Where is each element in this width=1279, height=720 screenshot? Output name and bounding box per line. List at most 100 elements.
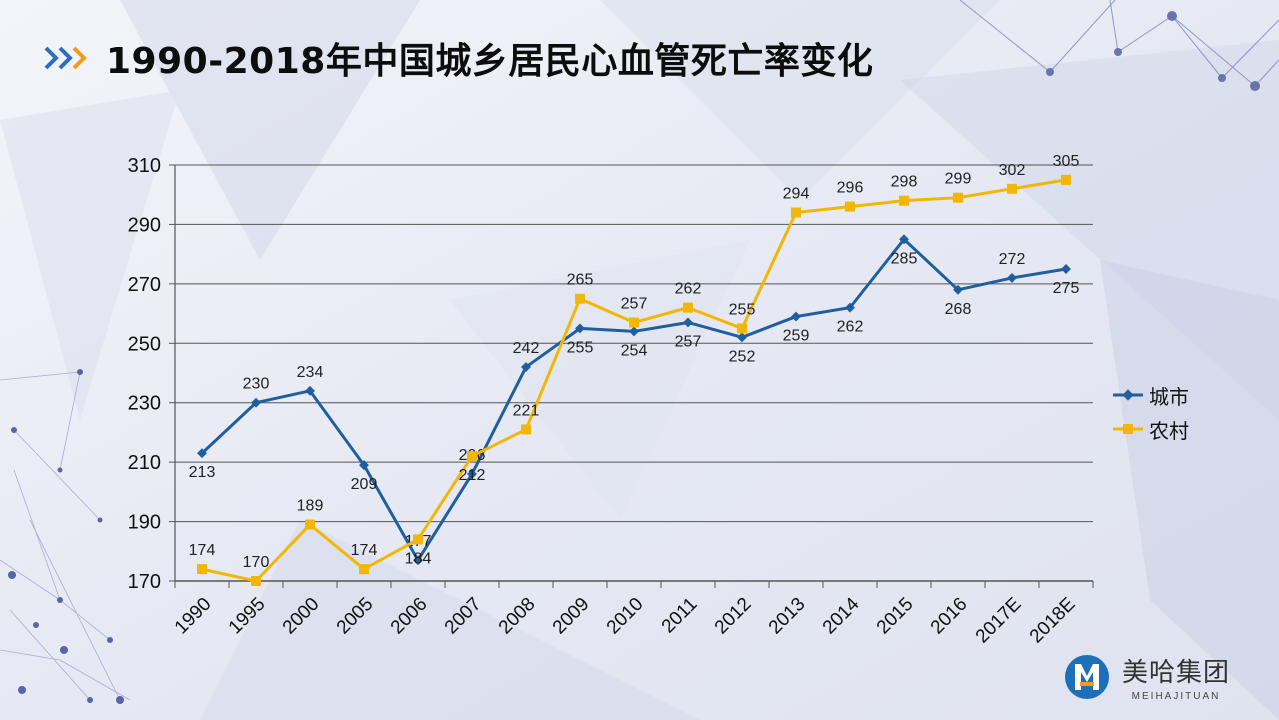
data-point-rural [629,317,639,328]
data-point-urban [305,385,315,396]
legend-swatch-urban [1113,389,1143,401]
x-tick-label: 2000 [279,594,324,639]
data-label-urban: 255 [567,339,594,356]
data-point-urban [359,460,369,471]
data-label-urban: 230 [243,376,270,393]
y-tick-label: 190 [128,512,161,534]
data-point-rural [1007,183,1017,194]
brand-text: 美哈集团 MEIHAJITUAN [1122,652,1230,702]
data-label-urban: 259 [783,328,810,345]
chevron-right-icon [44,46,87,70]
title-bar: 1990-2018年中国城乡居民心血管死亡率变化 [44,28,873,88]
brand-subtitle: MEIHAJITUAN [1131,691,1221,702]
network-nodes-bottom-left [8,369,124,704]
data-label-rural: 184 [405,550,432,567]
network-decoration-bottom-left [0,371,131,701]
data-label-rural: 255 [729,301,756,318]
legend-label-urban: 城市 [1149,384,1189,409]
y-tick-label: 230 [128,393,161,415]
data-point-rural [467,451,477,462]
data-point-rural [197,564,207,575]
x-tick-label: 2008 [495,594,540,639]
data-label-rural: 302 [999,162,1026,179]
x-tick-label: 2014 [819,593,864,638]
x-tick-label: 2010 [603,594,648,639]
x-tick-label: 2017E [972,594,1026,648]
x-tick-label: 1990 [171,594,216,639]
data-label-urban: 252 [729,348,756,365]
y-tick-label: 310 [128,155,161,177]
data-point-urban [521,362,531,373]
data-point-urban [791,311,801,322]
data-point-urban [899,234,909,245]
data-point-urban [413,555,423,566]
data-label-urban: 242 [513,340,540,357]
data-label-rural: 212 [459,467,486,484]
data-label-urban: 254 [621,342,648,359]
data-point-rural [413,534,423,545]
data-label-rural: 174 [189,542,216,559]
data-label-rural: 257 [621,295,648,312]
y-tick-label: 290 [128,214,161,236]
y-tick-label: 170 [128,571,161,593]
legend-item-rural: 农村 [1113,412,1189,446]
network-nodes-top-right [1046,11,1260,91]
data-point-urban [575,323,585,334]
x-tick-label: 2013 [765,594,810,639]
x-tick-label: 2005 [333,594,378,639]
data-point-rural [521,424,531,435]
series-line-urban [200,237,1067,562]
y-tick-label: 210 [128,452,161,474]
data-point-rural [1061,174,1071,185]
chart-legend: 城市 农村 [1113,378,1189,446]
x-tick-label: 2016 [927,594,972,639]
data-point-urban [953,284,963,295]
data-point-urban [467,469,477,479]
data-point-rural [791,207,801,218]
data-label-rural: 221 [513,402,540,419]
data-point-urban [737,332,747,343]
data-point-rural [305,519,315,530]
data-label-rural: 305 [1053,153,1080,170]
y-tick-label: 250 [128,333,161,355]
legend-label-rural: 农村 [1149,418,1189,443]
data-point-rural [359,564,369,575]
data-label-urban: 272 [999,251,1026,268]
data-point-urban [845,302,855,313]
network-decoration-top-right [959,0,1279,87]
data-point-urban [629,326,639,337]
data-label-urban: 268 [945,301,972,318]
x-tick-label: 2012 [711,594,756,639]
data-label-rural: 296 [837,180,864,197]
data-label-urban: 275 [1053,280,1080,297]
y-tick-label: 270 [128,274,161,296]
data-label-urban: 213 [189,464,216,481]
brand-logo-icon [1065,655,1109,699]
data-point-urban [1007,272,1017,283]
data-label-urban: 285 [891,250,918,267]
data-point-rural [845,201,855,212]
legend-item-urban: 城市 [1113,378,1189,412]
data-point-rural [251,576,261,586]
data-point-urban [197,448,207,459]
x-tick-label: 2011 [658,594,702,638]
data-point-rural [683,302,693,313]
data-label-rural: 299 [945,171,972,188]
x-tick-label: 2007 [441,594,486,639]
data-label-rural: 265 [567,272,594,289]
data-label-urban: 262 [837,319,864,336]
data-point-urban [683,317,693,328]
brand-logo: 美哈集团 MEIHAJITUAN [1060,652,1230,702]
data-label-rural: 189 [297,498,324,515]
legend-swatch-rural [1113,424,1143,434]
data-label-urban: 209 [351,476,378,493]
x-tick-label: 2009 [549,594,594,639]
data-label-urban: 234 [297,364,324,381]
data-label-rural: 170 [243,554,270,571]
data-label-urban: 257 [675,333,702,350]
data-point-urban [251,397,261,408]
data-point-rural [737,323,747,334]
data-point-urban [1061,264,1071,274]
